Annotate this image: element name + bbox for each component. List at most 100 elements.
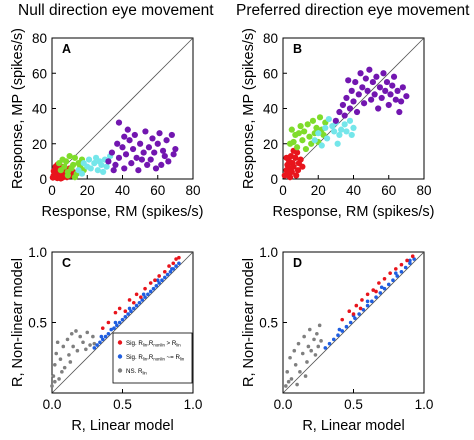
data-point: [105, 158, 112, 165]
data-point: [375, 105, 382, 112]
data-point: [394, 87, 401, 94]
data-point: [113, 320, 118, 325]
data-point: [121, 133, 128, 140]
data-point: [365, 299, 370, 304]
data-point: [163, 269, 167, 274]
data-point: [158, 161, 165, 168]
data-point: [394, 267, 398, 271]
data-point: [341, 121, 348, 128]
data-point: [153, 278, 157, 283]
data-point: [285, 370, 290, 374]
data-point: [336, 131, 343, 139]
data-point: [299, 137, 306, 144]
y-tick-label: 0.5: [259, 316, 278, 331]
data-point: [156, 130, 163, 137]
data-point: [365, 292, 370, 297]
data-point: [284, 384, 288, 388]
panel-letter: C: [62, 256, 71, 270]
data-point: [359, 84, 366, 91]
data-point: [309, 117, 317, 124]
data-point: [145, 144, 153, 151]
panel-b: 0 20 40 60 80 0 20 40 60 80 Response, RM (spikes/s…: [241, 28, 434, 220]
data-point: [315, 130, 322, 137]
data-point: [75, 348, 80, 353]
data-point: [50, 167, 57, 175]
series-gray: [50, 329, 97, 388]
data-point: [103, 163, 110, 170]
data-point: [412, 257, 416, 261]
x-tick-label: 1.0: [415, 397, 434, 412]
data-point: [128, 160, 135, 167]
data-point: [161, 152, 168, 160]
data-point: [337, 327, 342, 332]
data-point: [399, 84, 406, 91]
data-point: [143, 286, 147, 291]
legend-marker: [117, 340, 123, 345]
data-point: [317, 323, 322, 328]
legend-label: Sig. Rlin,Rnonlin ~= Rlin: [126, 354, 185, 362]
data-point: [117, 306, 122, 311]
unity-line: [282, 251, 425, 394]
panel-c: 0.0 0.5 1.0 0.5 1.0 R, Linear model R, Non-lin…: [10, 245, 202, 434]
data-point: [364, 87, 371, 94]
data-point: [396, 108, 403, 116]
data-point: [346, 105, 354, 112]
legend-box: [112, 332, 193, 384]
data-point: [289, 377, 294, 381]
data-point: [171, 261, 176, 266]
data-point: [408, 261, 412, 266]
data-point: [69, 331, 74, 336]
data-point: [91, 334, 95, 339]
data-point: [394, 271, 398, 275]
data-point: [358, 306, 363, 311]
data-point: [137, 140, 144, 147]
data-point: [316, 344, 321, 349]
data-point: [286, 174, 294, 181]
data-point: [343, 128, 350, 135]
data-point: [152, 165, 160, 172]
data-point: [60, 370, 64, 374]
data-point: [383, 78, 391, 86]
data-point: [293, 363, 298, 367]
data-point: [68, 360, 73, 364]
data-point: [294, 144, 301, 151]
data-point: [397, 98, 405, 105]
data-point: [109, 327, 114, 332]
data-point: [137, 300, 142, 305]
data-point: [345, 77, 352, 84]
data-point: [112, 161, 119, 168]
data-point: [131, 300, 136, 305]
data-point: [336, 333, 340, 337]
data-point: [149, 135, 156, 142]
data-point: [312, 337, 316, 342]
data-point: [348, 131, 355, 139]
data-point: [151, 286, 156, 291]
x-axis-label: R, Linear model: [71, 418, 173, 434]
data-point: [168, 131, 175, 139]
data-point: [119, 144, 126, 151]
data-point: [140, 149, 147, 156]
data-point: [288, 168, 295, 176]
data-point: [140, 298, 145, 302]
data-point: [177, 255, 181, 260]
data-point: [168, 269, 173, 274]
data-point: [352, 78, 359, 86]
data-point: [123, 315, 128, 319]
series-red: [100, 255, 181, 330]
header-preferred-direction: Preferred direction eye movement: [236, 2, 470, 19]
data-point: [81, 340, 85, 345]
unity-line: [51, 251, 194, 394]
y-axis-label: R, Non-linear model: [10, 258, 26, 387]
data-point: [100, 168, 107, 176]
data-point: [71, 154, 79, 161]
data-point: [127, 306, 132, 311]
x-tick-label: 0: [279, 183, 287, 198]
x-axis-label: Response, RM (spikes/s): [42, 204, 204, 220]
data-point: [323, 346, 328, 350]
x-axis-label: R, Linear model: [302, 418, 404, 434]
data-point: [134, 292, 139, 297]
data-point: [286, 379, 291, 384]
data-point: [139, 295, 143, 299]
data-point: [154, 284, 159, 288]
data-point: [408, 258, 412, 263]
